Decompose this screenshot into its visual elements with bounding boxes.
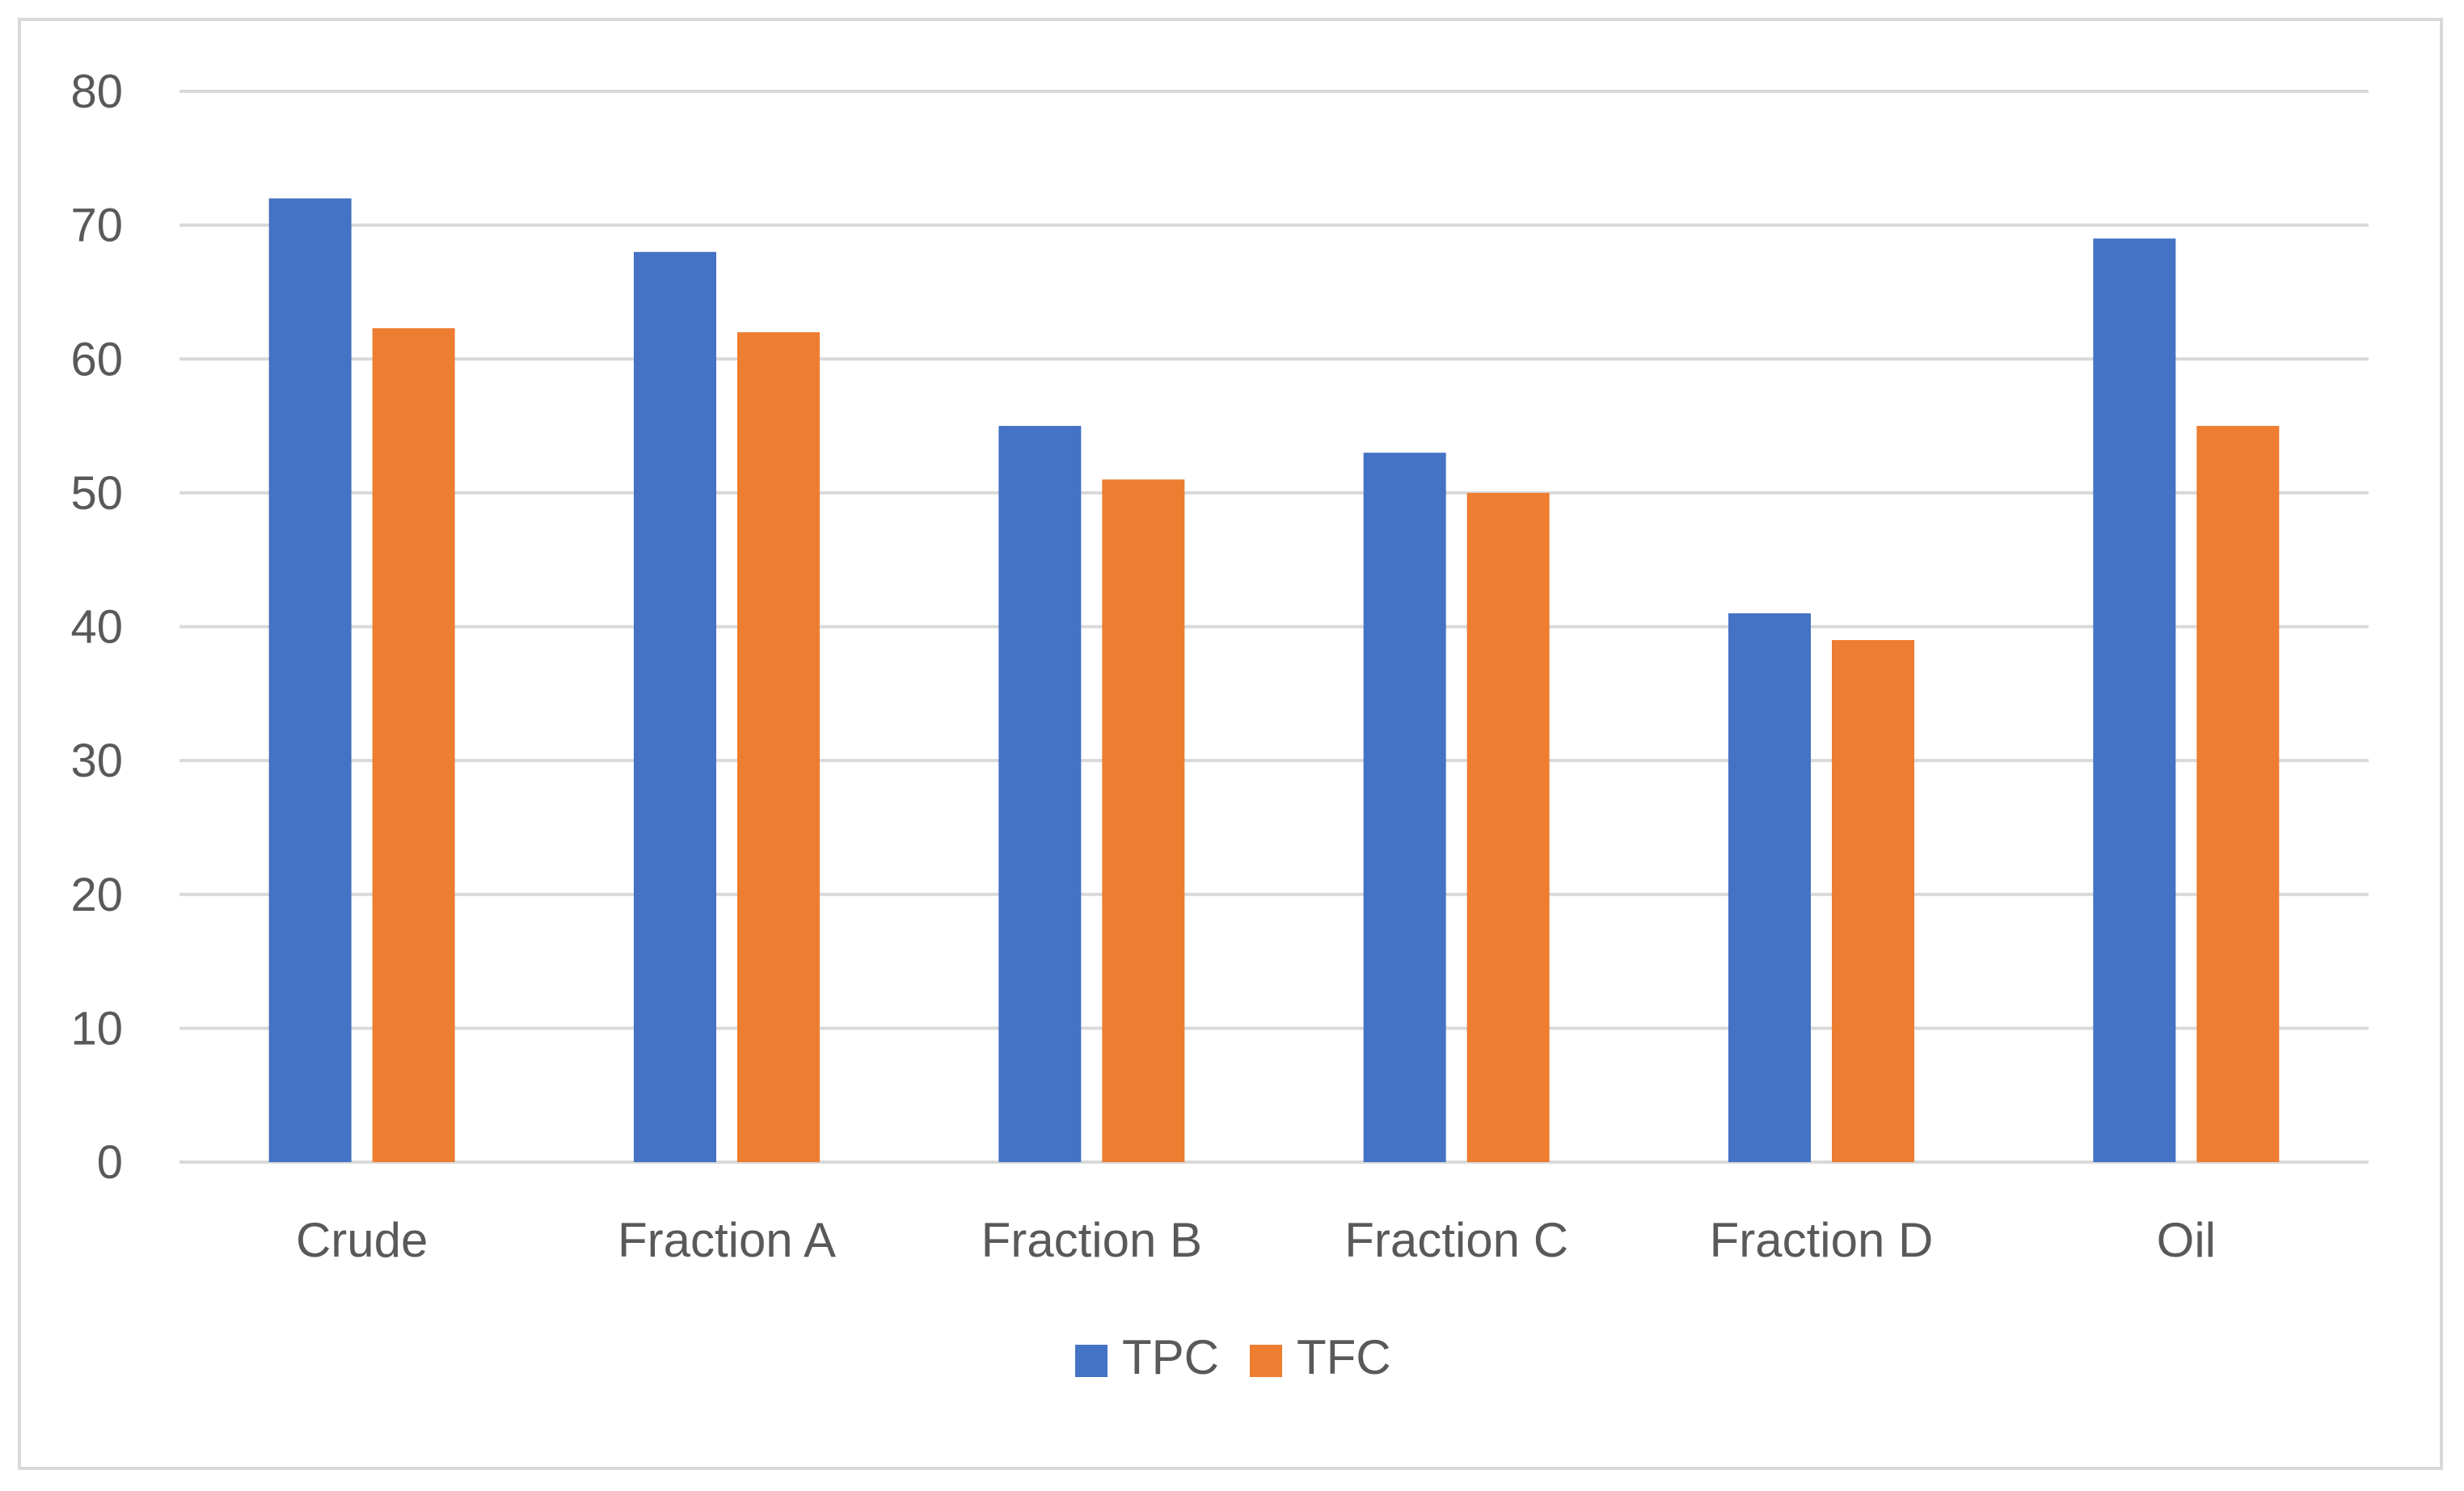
legend-swatch-tfc (1250, 1345, 1282, 1377)
bar-tpc-2 (998, 426, 1082, 1162)
y-tick-label: 20 (70, 869, 123, 921)
y-tick-label: 40 (70, 601, 123, 654)
y-tick-label: 80 (70, 65, 123, 118)
bar-tfc-1 (737, 332, 820, 1162)
y-tick-label: 0 (97, 1136, 123, 1189)
bar-tfc-4 (1832, 640, 1914, 1162)
bar-tfc-2 (1102, 479, 1185, 1162)
bar-tpc-0 (268, 198, 352, 1162)
y-tick-label: 60 (70, 333, 123, 385)
y-tick-label: 70 (70, 200, 123, 252)
y-axis-ticks: 0 10 20 30 40 50 60 70 80 (70, 65, 123, 1189)
legend: TPC TFC (1075, 1330, 1391, 1384)
bar-tfc-0 (372, 328, 455, 1162)
y-tick-label: 10 (70, 1002, 123, 1055)
x-category-label: Fraction C (1344, 1213, 1568, 1267)
bar-tpc-4 (1728, 613, 1811, 1162)
x-category-label: Fraction B (981, 1213, 1202, 1267)
x-category-label: Fraction D (1710, 1213, 1934, 1267)
bar-tpc-1 (634, 251, 716, 1162)
legend-swatch-tpc (1075, 1345, 1108, 1377)
legend-label-tfc: TFC (1297, 1330, 1391, 1384)
y-tick-label: 30 (70, 735, 123, 787)
y-tick-label: 50 (70, 467, 123, 520)
x-category-label: Crude (296, 1213, 428, 1267)
bar-tpc-3 (1363, 453, 1446, 1162)
bar-tfc-3 (1466, 492, 1550, 1162)
legend-label-tpc: TPC (1122, 1330, 1219, 1384)
x-category-label: Oil (2157, 1213, 2216, 1267)
gridlines (179, 90, 2369, 1164)
x-category-label: Fraction A (618, 1213, 836, 1267)
bar-tfc-5 (2196, 426, 2280, 1162)
bars (268, 198, 2280, 1162)
x-axis-categories: Crude Fraction A Fraction B Fraction C Fract… (296, 1213, 2216, 1267)
bar-tpc-5 (2093, 238, 2176, 1162)
